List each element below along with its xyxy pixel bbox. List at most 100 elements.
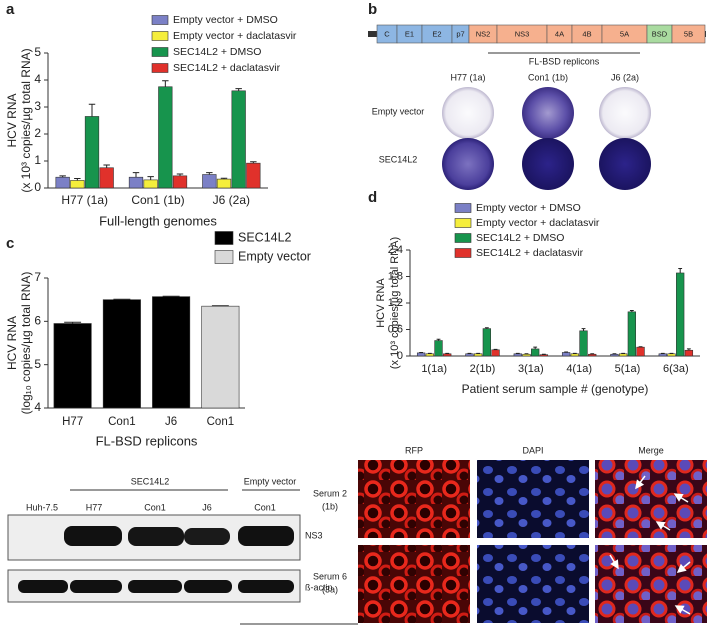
column-label: DAPI — [522, 445, 543, 455]
y-axis-label: (log₁₀ copies/µg total RNA) — [19, 272, 33, 415]
legend-swatch — [214, 231, 234, 245]
error-bar — [59, 175, 66, 178]
segment-label: 4B — [582, 29, 591, 38]
row-label: SEC14L2 — [379, 154, 418, 164]
bar — [618, 353, 628, 357]
bar — [246, 162, 261, 189]
error-bar — [132, 172, 140, 178]
legend-label: SEC14L2 + DMSO — [173, 46, 261, 58]
legend-label: SEC14L2 — [238, 230, 292, 244]
plate — [522, 138, 574, 190]
group-label: Empty vector — [244, 476, 297, 486]
micrograph — [595, 545, 707, 623]
legend-label: Empty vector + DMSO — [173, 14, 278, 26]
y-tick-label: 0 — [397, 350, 403, 362]
legend-label: Empty vector + daclatasvir — [476, 217, 600, 229]
band-label: NS3 — [305, 530, 323, 540]
x-tick-label: 3(1a) — [518, 363, 544, 375]
bar — [531, 348, 540, 357]
micrograph — [595, 460, 707, 538]
x-tick-label: J6 — [165, 416, 177, 428]
legend-swatch — [454, 203, 472, 213]
error-bar — [176, 173, 184, 176]
x-tick-label: Con1 (1b) — [131, 193, 184, 207]
segment-label: NS2 — [476, 29, 491, 38]
legend-swatch — [454, 248, 472, 258]
bar — [539, 354, 549, 357]
segment-label: NS3 — [515, 29, 530, 38]
bar — [610, 353, 619, 357]
band — [18, 580, 68, 593]
lane-label: Huh-7.5 — [26, 502, 58, 512]
y-tick-label: 3 — [34, 99, 41, 113]
lane-label: H77 — [86, 502, 103, 512]
error-bar — [220, 177, 228, 180]
bar — [473, 353, 483, 357]
legend-swatch — [454, 233, 472, 243]
band — [184, 528, 230, 545]
bar — [570, 353, 579, 357]
y-tick-label: 5 — [34, 357, 41, 371]
column-label: J6 (2a) — [611, 72, 639, 82]
error-bar — [629, 310, 634, 312]
panel-label: b — [368, 1, 377, 18]
bar — [636, 346, 645, 357]
bar — [102, 299, 141, 409]
y-axis-label: HCV RNA — [5, 316, 19, 370]
error-bar — [533, 346, 538, 349]
bar — [482, 328, 491, 357]
legend-swatch — [151, 47, 169, 57]
genome-segment — [671, 24, 706, 44]
bar — [491, 349, 500, 357]
y-tick-label: 1.8 — [388, 270, 403, 282]
bar — [465, 353, 474, 357]
plate — [599, 87, 651, 139]
y-tick-label: 4 — [34, 72, 41, 86]
y-tick-label: 1 — [34, 153, 41, 167]
panel-label: a — [6, 1, 15, 18]
y-axis-label: HCV RNA — [5, 93, 19, 147]
y-tick-label: 4 — [34, 400, 41, 414]
plate — [599, 138, 651, 190]
bar — [561, 352, 571, 357]
plate — [522, 87, 574, 139]
bar — [55, 176, 70, 189]
lane-label: Con1 — [144, 502, 166, 512]
bar — [627, 311, 636, 357]
panel-label: c — [6, 235, 14, 252]
column-label: Con1 (1b) — [528, 72, 568, 82]
legend-label: Empty vector + DMSO — [476, 202, 581, 214]
row-label: Serum 2 — [313, 488, 347, 498]
bar — [416, 352, 426, 357]
x-tick-label: Con1 — [207, 416, 235, 428]
error-bar — [103, 164, 110, 168]
legend-swatch — [151, 63, 169, 73]
y-axis-label: HCV RNA — [375, 278, 387, 328]
column-label: RFP — [405, 445, 423, 455]
error-bar — [581, 328, 586, 331]
bar — [99, 167, 114, 189]
bar — [513, 353, 522, 357]
micrograph — [477, 460, 589, 538]
row-label: Serum 6 — [313, 571, 347, 581]
error-bar — [678, 268, 683, 273]
y-axis-label: (x 10³ copies/µg total RNA) — [389, 237, 401, 369]
row-label: (3a) — [322, 584, 338, 594]
plate — [442, 138, 494, 190]
error-bar — [74, 178, 81, 181]
y-tick-label: 2 — [34, 126, 41, 140]
legend-label: SEC14L2 + DMSO — [476, 232, 564, 244]
genome-diagram: C E1 E2 p7 NS2 NS3 4A 4B 5A BSD 5B — [368, 24, 706, 44]
y-tick-label: 2.4 — [388, 244, 403, 256]
legend-label: Empty vector — [238, 249, 311, 263]
group-label: SEC14L2 — [131, 476, 170, 486]
bar — [128, 176, 144, 189]
segment-label: BSD — [652, 29, 668, 38]
lane-label: Con1 — [254, 502, 276, 512]
band — [70, 580, 122, 593]
band — [64, 526, 122, 546]
x-tick-label: J6 (2a) — [213, 193, 250, 207]
error-bar — [206, 172, 213, 175]
x-tick-label: H77 (1a) — [61, 193, 108, 207]
